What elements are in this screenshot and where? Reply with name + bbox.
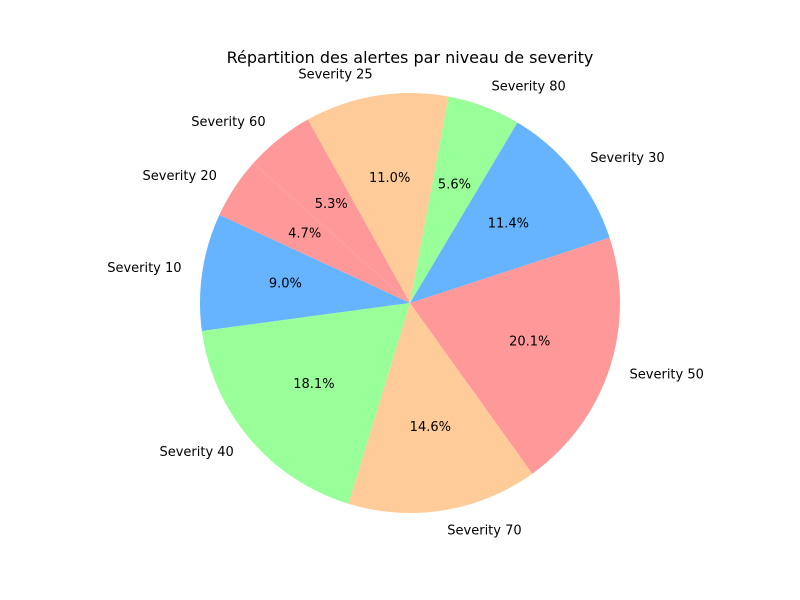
pie-category-label-severity-60: Severity 60 (191, 115, 265, 130)
pie-category-label-severity-80: Severity 80 (491, 79, 565, 94)
pie-value-label-severity-30: 11.4% (488, 217, 529, 232)
pie-slice-severity-25 (307, 93, 449, 303)
pie-slices (199, 93, 621, 514)
pie-labels: 9.0% Severity 10 18.1% Severity 40 14.6% Seve… (107, 68, 704, 539)
pie-category-label-severity-70: Severity 70 (447, 523, 521, 538)
pie-category-label-severity-50: Severity 50 (630, 367, 704, 382)
pie-value-label-severity-80: 5.6% (438, 178, 471, 193)
pie-category-label-severity-25: Severity 25 (298, 68, 372, 83)
pie-value-label-severity-60: 5.3% (315, 197, 348, 212)
pie-slice-severity-60 (253, 119, 410, 303)
pie-slice-severity-40 (201, 303, 410, 504)
pie-value-label-severity-25: 11.0% (369, 171, 410, 186)
pie-category-label-severity-40: Severity 40 (159, 445, 233, 460)
pie-value-label-severity-40: 18.1% (293, 377, 334, 392)
pie-slice-severity-10 (199, 214, 410, 332)
pie-value-label-severity-50: 20.1% (509, 335, 550, 350)
pie-value-label-severity-70: 14.6% (410, 420, 451, 435)
chart-title: Répartition des alertes par niveau de se… (227, 48, 594, 67)
pie-value-label-severity-20: 4.7% (288, 226, 321, 241)
pie-category-label-severity-30: Severity 30 (590, 151, 664, 166)
pie-slice-severity-80 (410, 96, 518, 303)
pie-slice-severity-30 (410, 122, 610, 303)
pie-category-label-severity-10: Severity 10 (107, 261, 181, 276)
pie-slice-severity-70 (348, 303, 533, 514)
pie-value-label-severity-10: 9.0% (269, 277, 302, 292)
pie-slice-severity-20 (219, 163, 410, 303)
pie-slice-severity-50 (410, 237, 621, 474)
pie-category-label-severity-20: Severity 20 (143, 169, 217, 184)
